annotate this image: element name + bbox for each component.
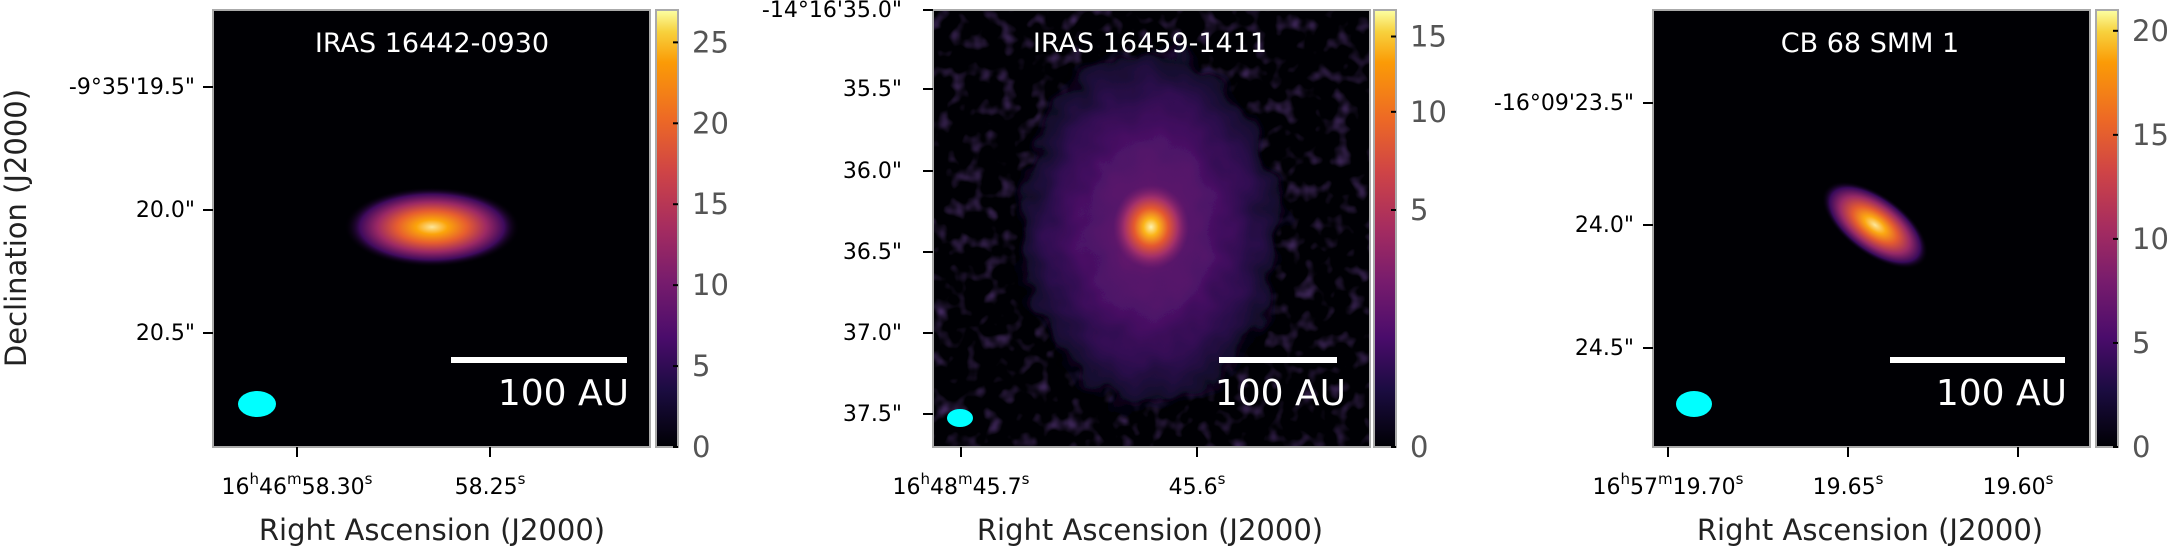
colorbar-ticks: 0 5 10 15 (1391, 20, 1447, 464)
colorbar: 0 5 10 15 20 (2095, 9, 2169, 464)
panel-3-image (1653, 10, 2090, 447)
colorbar-tick-label: 0 (692, 430, 710, 464)
y-ticks: -9°35'19.5" 20.0" 20.5" (69, 75, 213, 346)
y-tick-label: 20.0" (136, 198, 195, 223)
panel-3: CB 68 SMM 1 100 AU -16°09'23.5" 24.0" 24… (1494, 9, 2169, 546)
y-ticks: -16°09'23.5" 24.0" 24.5" (1494, 91, 1653, 361)
beam-ellipse (238, 391, 276, 417)
y-axis-label: Declination (J2000) (0, 89, 33, 367)
y-tick-label: 20.5" (136, 321, 195, 346)
x-tick-label: 45.6s (1169, 470, 1226, 500)
panel-1-image (213, 10, 650, 447)
x-ticks: 16h46m58.30s 58.25s (222, 447, 526, 500)
y-tick-label: 35.5" (843, 77, 902, 102)
panel-2-image (933, 10, 1370, 447)
y-tick-label: 36.5" (843, 240, 902, 265)
colorbar-tick-label: 20 (2132, 14, 2169, 48)
colorbar: 0 5 10 15 20 25 (655, 9, 729, 464)
source-emission (344, 187, 520, 267)
colorbar-tick-label: 15 (1410, 20, 1447, 54)
core-emission (1113, 185, 1189, 269)
x-tick-label: 19.60s (1983, 470, 2054, 500)
scale-bar (1890, 357, 2065, 363)
beam-ellipse (1676, 391, 1712, 417)
x-axis-label: Right Ascension (J2000) (977, 513, 1323, 546)
colorbar-tick-label: 5 (1410, 193, 1428, 227)
y-tick-label: 37.5" (843, 402, 902, 427)
x-tick-label: 58.25s (455, 470, 526, 500)
panel-1: IRAS 16442-0930 100 AU -9°35'19.5" 20.0"… (69, 9, 729, 546)
colorbar-tick-label: 10 (1410, 95, 1447, 129)
y-tick-label: 36.0" (843, 159, 902, 184)
y-ticks: -14°16'35.0" 35.5" 36.0" 36.5" 37.0" 37.… (762, 0, 933, 427)
x-ticks: 16h57m19.70s 19.65s 19.60s (1593, 447, 2054, 500)
scale-bar-label: 100 AU (1936, 373, 2067, 414)
y-tick-label: -9°35'19.5" (69, 75, 195, 100)
x-tick-label: 19.65s (1813, 470, 1884, 500)
panel-title: CB 68 SMM 1 (1781, 28, 1959, 59)
colorbar-tick-label: 10 (2132, 222, 2169, 256)
scale-bar-label: 100 AU (498, 373, 629, 414)
scale-bar (451, 357, 627, 363)
colorbar-tick-label: 15 (2132, 118, 2169, 152)
colorbar-tick-label: 15 (692, 187, 729, 221)
y-tick-label: 37.0" (843, 321, 902, 346)
y-tick-label: 24.0" (1575, 213, 1634, 238)
x-axis-label: Right Ascension (J2000) (259, 513, 605, 546)
y-tick-label: 24.5" (1575, 336, 1634, 361)
panel-title: IRAS 16442-0930 (315, 28, 549, 59)
y-tick-label: -16°09'23.5" (1494, 91, 1634, 116)
y-tick-label: -14°16'35.0" (762, 0, 902, 23)
colorbar-tick-label: 5 (2132, 326, 2150, 360)
colorbar-tick-label: 10 (692, 268, 729, 302)
x-tick-label: 16h57m19.70s (1593, 470, 1744, 500)
colorbar-tick-label: 20 (692, 106, 729, 140)
panel-3-frame (1652, 9, 2091, 448)
x-tick-label: 16h46m58.30s (222, 470, 373, 500)
colorbar-tick-label: 5 (692, 349, 710, 383)
panel-1-frame (212, 9, 651, 448)
scale-bar (1219, 357, 1337, 363)
colorbar-tick-label: 0 (1410, 430, 1428, 464)
colorbar-tick-label: 25 (692, 25, 729, 59)
x-ticks: 16h48m45.7s 45.6s (893, 447, 1226, 500)
x-tick-label: 16h48m45.7s (893, 470, 1030, 500)
colorbar-tick-label: 0 (2132, 430, 2150, 464)
beam-ellipse (947, 409, 973, 427)
panel-2: IRAS 16459-1411 100 AU -14°16'35.0" 35.5… (762, 0, 1447, 546)
source-emission (1821, 181, 1929, 269)
colorbar-ticks: 0 5 10 15 20 (2113, 14, 2169, 464)
colorbar-ticks: 0 5 10 15 20 25 (673, 25, 729, 464)
x-axis-label: Right Ascension (J2000) (1697, 513, 2043, 546)
panel-title: IRAS 16459-1411 (1033, 28, 1267, 59)
colorbar: 0 5 10 15 (1373, 9, 1447, 464)
scale-bar-label: 100 AU (1215, 373, 1346, 414)
panel-2-frame (932, 9, 1371, 448)
